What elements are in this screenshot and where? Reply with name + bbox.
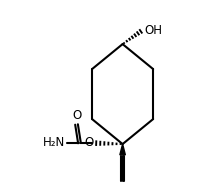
Polygon shape (120, 144, 125, 155)
Text: O: O (84, 136, 93, 149)
Text: H₂N: H₂N (42, 136, 65, 149)
Text: OH: OH (145, 24, 163, 37)
Text: O: O (72, 109, 82, 122)
